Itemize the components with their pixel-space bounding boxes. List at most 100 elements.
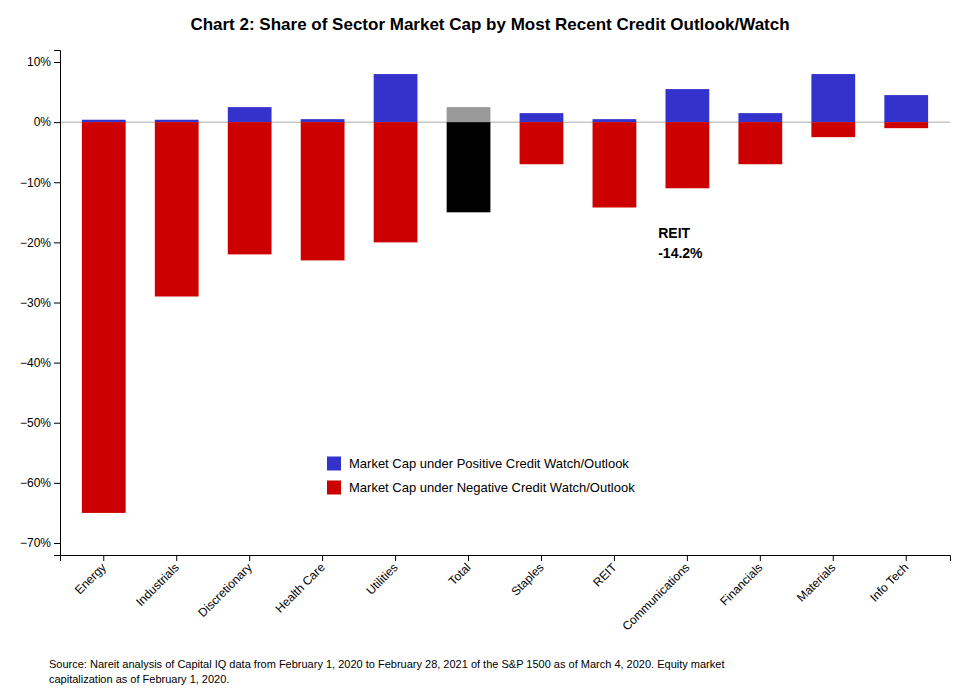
tick: Financials xyxy=(717,555,765,608)
tick-mark xyxy=(541,555,542,561)
tick-label: Communications xyxy=(619,560,692,633)
tick-label: Energy xyxy=(72,560,109,597)
tick-mark xyxy=(103,555,104,561)
axis-line xyxy=(54,51,61,556)
bar xyxy=(520,113,564,122)
bar xyxy=(738,113,782,122)
tick: Utilities xyxy=(363,555,400,598)
bar-series xyxy=(82,122,928,513)
tick-mark xyxy=(614,555,615,561)
tick-label: Materials xyxy=(794,560,838,604)
tick-mark xyxy=(395,555,396,561)
tick-mark xyxy=(54,483,60,484)
legend-swatch xyxy=(327,457,341,471)
tick: REIT xyxy=(590,555,620,590)
tick: Energy xyxy=(72,555,109,597)
tick: Materials xyxy=(794,555,838,605)
title: Chart 2: Share of Sector Market Cap by M… xyxy=(190,15,789,34)
legend-item: Market Cap under Negative Credit Watch/O… xyxy=(327,480,635,495)
tick-mark xyxy=(54,303,60,304)
bar xyxy=(738,122,782,164)
tick-mark xyxy=(249,555,250,561)
tick-label: 10% xyxy=(27,55,51,69)
marks xyxy=(60,74,950,513)
bar xyxy=(811,74,855,122)
annotation-text: REIT xyxy=(658,225,690,241)
tick-mark xyxy=(54,363,60,364)
bar xyxy=(301,122,345,260)
tick-mark xyxy=(468,555,469,561)
tick: 0% xyxy=(34,115,60,129)
tick: Discretionary xyxy=(195,555,254,620)
tick-label: −40% xyxy=(20,356,51,370)
tick-mark xyxy=(176,555,177,561)
annotation-text: -14.2% xyxy=(658,245,703,261)
tick-mark xyxy=(760,555,761,561)
x-axis: Energy Industrials Discretionary Health Car… xyxy=(61,555,951,633)
y-axis: 10% 0% −10% −20% −30% −40% −50% −60% −70% xyxy=(20,51,61,556)
tick: −30% xyxy=(20,296,60,310)
bar xyxy=(228,107,272,122)
bar xyxy=(155,120,199,122)
bar-series xyxy=(82,74,928,122)
legend-item: Market Cap under Positive Credit Watch/O… xyxy=(327,456,629,471)
tick-label: Financials xyxy=(717,560,765,608)
tick-label: REIT xyxy=(590,560,620,590)
tick-label: −10% xyxy=(20,176,51,190)
tick: 10% xyxy=(27,55,60,69)
tick-label: Industrials xyxy=(133,560,182,609)
tick-label: Utilities xyxy=(363,560,400,597)
chart-container: Chart 2: Share of Sector Market Cap by M… xyxy=(0,0,980,695)
annotation: REIT -14.2% xyxy=(658,225,703,261)
bar xyxy=(593,119,637,122)
tick: −50% xyxy=(20,416,60,430)
bar xyxy=(447,107,491,122)
tick-label: −70% xyxy=(20,536,51,550)
plot-area: Energy Industrials Discretionary Health Car… xyxy=(20,51,951,634)
legend: Market Cap under Positive Credit Watch/O… xyxy=(327,456,635,495)
bar xyxy=(374,122,418,242)
bar xyxy=(82,120,126,122)
bar xyxy=(665,122,709,188)
bar xyxy=(520,122,564,164)
tick-label: −30% xyxy=(20,296,51,310)
source: Source: Nareit analysis of Capital IQ da… xyxy=(49,658,724,685)
tick-label: Info Tech xyxy=(867,560,911,604)
tick-label: Total xyxy=(446,560,474,588)
tick: −10% xyxy=(20,176,60,190)
chart-svg: Chart 2: Share of Sector Market Cap by M… xyxy=(0,0,980,695)
legend-swatch xyxy=(327,481,341,495)
tick-label: −60% xyxy=(20,476,51,490)
tick: Info Tech xyxy=(867,555,911,605)
bar xyxy=(374,74,418,122)
tick: −20% xyxy=(20,236,60,250)
tick: −70% xyxy=(20,536,60,550)
tick: Industrials xyxy=(133,555,182,609)
bar xyxy=(228,122,272,254)
tick-label: −50% xyxy=(20,416,51,430)
tick-label: Health Care xyxy=(273,560,328,615)
bar xyxy=(593,122,637,207)
bar xyxy=(82,122,126,513)
tick-label: Discretionary xyxy=(195,560,254,619)
tick-mark xyxy=(833,555,834,561)
legend-label: Market Cap under Negative Credit Watch/O… xyxy=(349,480,635,495)
tick-mark xyxy=(54,122,60,123)
tick: Health Care xyxy=(273,555,328,616)
tick: −60% xyxy=(20,476,60,490)
tick-mark xyxy=(54,423,60,424)
tick-mark xyxy=(687,555,688,561)
source-line: Source: Nareit analysis of Capital IQ da… xyxy=(49,658,724,670)
bar xyxy=(447,122,491,212)
tick-label: 0% xyxy=(34,115,52,129)
bar xyxy=(884,122,928,128)
tick-label: Staples xyxy=(508,560,546,598)
bar xyxy=(665,89,709,122)
tick: Total xyxy=(446,555,474,588)
tick-mark xyxy=(54,543,60,544)
tick: Staples xyxy=(508,555,546,599)
axis-line xyxy=(61,556,951,562)
bar xyxy=(301,119,345,122)
tick-mark xyxy=(322,555,323,561)
bar xyxy=(884,95,928,122)
